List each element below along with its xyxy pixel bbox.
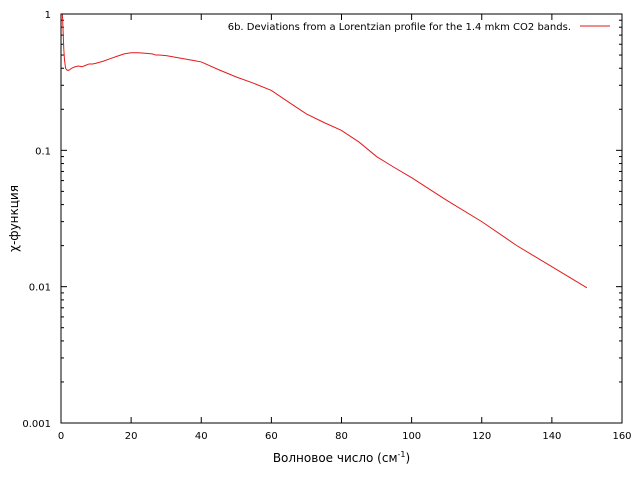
legend-entry-label: 6b. Deviations from a Lorentzian profile… — [228, 22, 571, 33]
x-tick-label: 40 — [195, 431, 208, 442]
x-axis-title-main: Волновое число (см — [273, 451, 398, 465]
x-axis-title: Волновое число (см-1) — [273, 450, 410, 465]
x-axis-title-sup: -1 — [398, 450, 406, 459]
x-tick-label: 100 — [402, 431, 421, 442]
x-tick-label: 80 — [335, 431, 348, 442]
legend: 6b. Deviations from a Lorentzian profile… — [228, 22, 610, 33]
x-axis-title-close: ) — [405, 451, 410, 465]
y-tick-label: 0.1 — [35, 146, 51, 157]
y-tick-label: 1 — [45, 10, 51, 21]
y-axis-title: χ-функция — [7, 185, 21, 252]
y-tick-label: 0.001 — [22, 419, 51, 430]
y-tick-label: 0.01 — [29, 283, 51, 294]
plot-frame — [60, 13, 623, 424]
x-tick-label: 160 — [612, 431, 631, 442]
x-tick-label: 60 — [265, 431, 278, 442]
x-tick-label: 0 — [58, 431, 64, 442]
x-tick-label: 140 — [542, 431, 561, 442]
ticks-layer: 0 20 40 60 80 100 120 140 160 0.001 0.01 0.1 1 — [22, 10, 631, 442]
series-line — [61, 13, 588, 289]
x-tick-label: 20 — [125, 431, 138, 442]
x-tick-label: 120 — [472, 431, 491, 442]
series-layer — [61, 13, 588, 289]
